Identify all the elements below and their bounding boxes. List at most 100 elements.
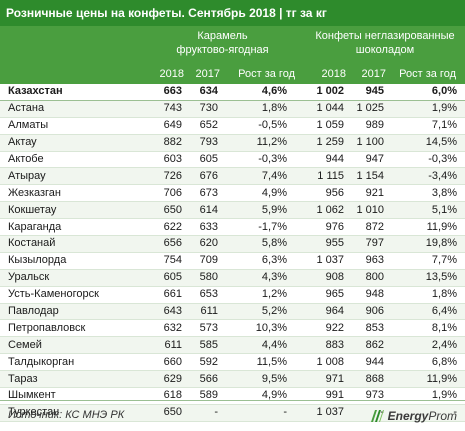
caramel-2018-cell: 650 — [150, 404, 184, 422]
chocolate-2017-cell: 1 100 — [346, 134, 386, 152]
caramel-2017-cell: 585 — [184, 336, 220, 355]
caramel-2018-cell: 882 — [150, 134, 184, 152]
region-cell: Караганда — [0, 218, 150, 237]
chocolate-growth-cell: -0,3% — [386, 151, 465, 169]
caramel-col-2017-header: 2017 — [195, 68, 220, 80]
chocolate-2017-cell: 853 — [346, 319, 386, 338]
source-note: Источник: КС МНЭ РК — [8, 409, 125, 421]
caramel-2018-cell: 663 — [150, 84, 184, 101]
table-header: Карамель фруктово-ягодная Конфеты неглаз… — [0, 26, 465, 84]
caramel-2018-cell: 622 — [150, 218, 184, 237]
caramel-growth-cell: 5,2% — [220, 303, 295, 321]
caramel-2018-cell: 706 — [150, 184, 184, 203]
caramel-2018-cell: 603 — [150, 151, 184, 169]
caramel-2017-cell: 566 — [184, 370, 220, 389]
chocolate-header-line1: Конфеты неглазированные — [315, 30, 455, 42]
caramel-2018-cell: 754 — [150, 252, 184, 270]
chocolate-growth-cell: 7,1% — [386, 117, 465, 135]
chocolate-col-2018-header: 2018 — [321, 68, 346, 80]
caramel-2017-cell: 634 — [184, 84, 220, 101]
table-row: Павлодар 643 611 5,2% 964 906 6,4% — [0, 303, 465, 321]
region-cell: Усть-Каменогорск — [0, 286, 150, 304]
chocolate-2017-cell: 921 — [346, 184, 386, 203]
caramel-2017-cell: 580 — [184, 269, 220, 287]
chocolate-growth-cell: 19,8% — [386, 235, 465, 253]
caramel-2017-cell: 605 — [184, 151, 220, 169]
region-cell: Казахстан — [0, 84, 150, 101]
chocolate-growth-cell: 6,8% — [386, 353, 465, 372]
caramel-2018-cell: 649 — [150, 117, 184, 135]
chocolate-growth-cell: 13,5% — [386, 269, 465, 287]
region-cell: Туркестан — [0, 404, 150, 422]
chocolate-growth-cell: 11,9% — [386, 218, 465, 237]
caramel-2017-cell: 653 — [184, 286, 220, 304]
chocolate-2018-cell: 1 008 — [295, 353, 346, 372]
chocolate-2018-cell: 1 259 — [295, 134, 346, 152]
caramel-growth-cell: - — [220, 404, 295, 422]
caramel-2017-cell: 709 — [184, 252, 220, 270]
table-row: Петропавловск 632 573 10,3% 922 853 8,1% — [0, 319, 465, 338]
caramel-group-header: Карамель фруктово-ягодная — [150, 29, 295, 57]
caramel-growth-cell: 1,8% — [220, 100, 295, 118]
table-row: Костанай 656 620 5,8% 955 797 19,8% — [0, 235, 465, 253]
caramel-col-growth-header: Рост за год — [238, 68, 295, 80]
region-cell: Астана — [0, 100, 150, 118]
region-cell: Актобе — [0, 151, 150, 169]
chocolate-2018-cell: 944 — [295, 151, 346, 169]
chocolate-growth-cell: 1,8% — [386, 286, 465, 304]
caramel-2017-cell: 592 — [184, 353, 220, 372]
table-row: Астана 743 730 1,8% 1 044 1 025 1,9% — [0, 100, 465, 118]
chocolate-2018-cell: 1 115 — [295, 167, 346, 186]
chocolate-2018-cell: 1 044 — [295, 100, 346, 118]
table-row: Уральск 605 580 4,3% 908 800 13,5% — [0, 269, 465, 287]
chocolate-growth-cell: 1,9% — [386, 100, 465, 118]
chocolate-2017-cell: 868 — [346, 370, 386, 389]
caramel-2017-cell: 573 — [184, 319, 220, 338]
caramel-growth-cell: 4,4% — [220, 336, 295, 355]
table-row: Жезказган 706 673 4,9% 956 921 3,8% — [0, 184, 465, 203]
chocolate-growth-cell: 11,9% — [386, 370, 465, 389]
table-row: Алматы 649 652 -0,5% 1 059 989 7,1% — [0, 117, 465, 135]
caramel-2017-cell: 633 — [184, 218, 220, 237]
table-row: Тараз 629 566 9,5% 971 868 11,9% — [0, 370, 465, 389]
caramel-2018-cell: 632 — [150, 319, 184, 338]
chocolate-2018-cell: 971 — [295, 370, 346, 389]
chocolate-2018-cell: 1 037 — [295, 404, 346, 422]
caramel-header-line1: Карамель — [197, 30, 248, 42]
price-table: Казахстан 663 634 4,6% 1 002 945 6,0% Астана 743… — [0, 84, 465, 422]
table-footer: Источник: КС МНЭ РК EnergyProm — [0, 400, 465, 431]
chocolate-2018-cell: 1 037 — [295, 252, 346, 270]
caramel-col-2018-header: 2018 — [159, 68, 184, 80]
energyprom-logo-icon — [370, 410, 384, 422]
caramel-2017-cell: 614 — [184, 201, 220, 220]
chocolate-2018-cell: 956 — [295, 184, 346, 203]
caramel-2017-cell: 620 — [184, 235, 220, 253]
chocolate-2018-cell: 883 — [295, 336, 346, 355]
table-row: Караганда 622 633 -1,7% 976 872 11,9% — [0, 218, 465, 237]
caramel-2018-cell: 743 — [150, 100, 184, 118]
caramel-2018-cell: 726 — [150, 167, 184, 186]
chocolate-growth-cell: 5,1% — [386, 201, 465, 220]
region-cell: Кокшетау — [0, 201, 150, 220]
table-row: Актау 882 793 11,2% 1 259 1 100 14,5% — [0, 134, 465, 152]
region-cell: Кызылорда — [0, 252, 150, 270]
chocolate-2017-cell: 906 — [346, 303, 386, 321]
caramel-growth-cell: 1,2% — [220, 286, 295, 304]
caramel-2018-cell: 611 — [150, 336, 184, 355]
region-cell: Актау — [0, 134, 150, 152]
region-cell: Жезказган — [0, 184, 150, 203]
chocolate-2018-cell: 1 059 — [295, 117, 346, 135]
region-cell: Атырау — [0, 167, 150, 186]
chocolate-growth-cell: 14,5% — [386, 134, 465, 152]
caramel-growth-cell: 6,3% — [220, 252, 295, 270]
table-row: Актобе 603 605 -0,3% 944 947 -0,3% — [0, 151, 465, 169]
table-row: Семей 611 585 4,4% 883 862 2,4% — [0, 336, 465, 355]
region-cell: Семей — [0, 336, 150, 355]
table-row: Кызылорда 754 709 6,3% 1 037 963 7,7% — [0, 252, 465, 270]
table-row: Усть-Каменогорск 661 653 1,2% 965 948 1,8% — [0, 286, 465, 304]
caramel-header-line2: фруктово-ягодная — [176, 44, 269, 56]
region-cell: Павлодар — [0, 303, 150, 321]
region-cell: Петропавловск — [0, 319, 150, 338]
caramel-growth-cell: -0,5% — [220, 117, 295, 135]
chocolate-2017-cell: 989 — [346, 117, 386, 135]
